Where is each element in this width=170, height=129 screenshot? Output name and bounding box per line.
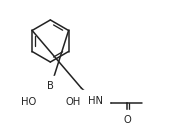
Text: O: O — [124, 115, 132, 125]
Text: HN: HN — [88, 96, 103, 106]
Text: HO: HO — [21, 97, 36, 107]
Text: B: B — [47, 81, 54, 91]
Text: OH: OH — [66, 97, 81, 107]
